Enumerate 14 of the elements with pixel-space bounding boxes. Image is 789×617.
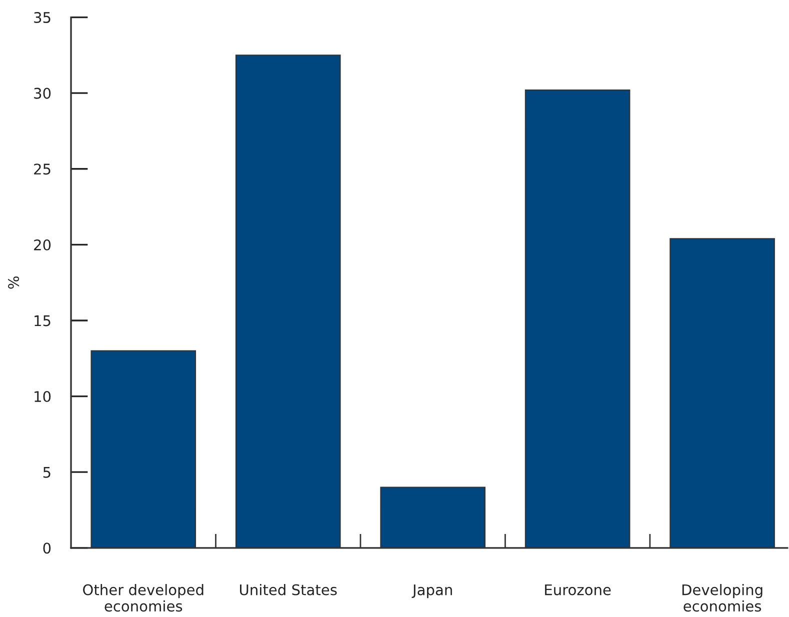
y-tick-label: 10 bbox=[34, 391, 51, 402]
y-axis-title: % bbox=[8, 276, 20, 289]
x-tick-label: Eurozone bbox=[545, 584, 611, 596]
x-tick-label: Developing economies bbox=[682, 584, 762, 612]
y-tick-label: 5 bbox=[43, 467, 50, 478]
x-tick-label: Other developed economies bbox=[83, 584, 204, 612]
y-tick-label: 30 bbox=[34, 88, 51, 99]
y-tick-label: 25 bbox=[34, 164, 50, 175]
x-tick-label: United States bbox=[240, 584, 337, 596]
y-tick-label: 0 bbox=[43, 542, 51, 554]
y-tick-label: 35 bbox=[34, 12, 50, 24]
y-tick-label: 20 bbox=[34, 239, 51, 250]
y-tick-label: 15 bbox=[34, 315, 50, 326]
x-tick-label: Japan bbox=[412, 584, 452, 598]
